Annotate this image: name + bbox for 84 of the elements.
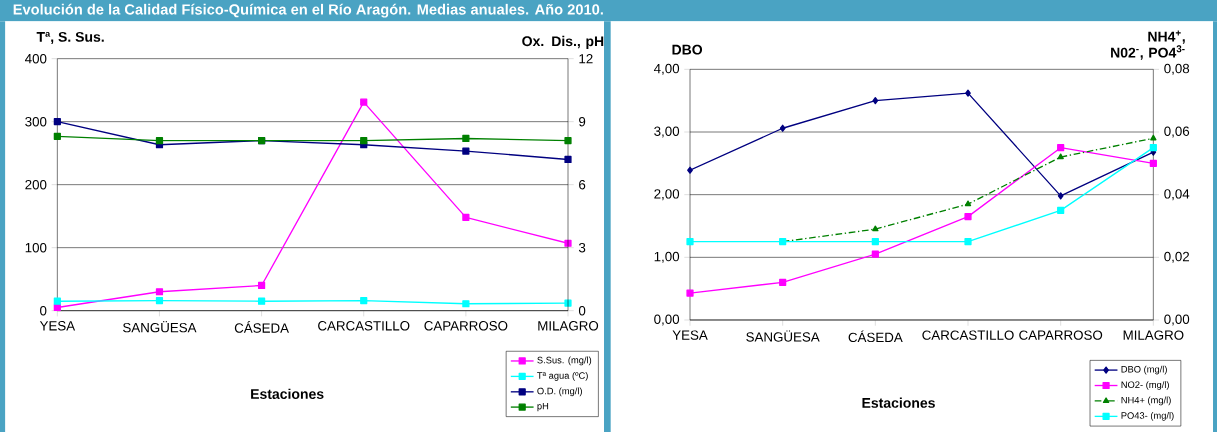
x-axis-title: Estaciones (862, 397, 935, 408)
point (53, 297, 61, 305)
y2-tick-label: 0,00 (1164, 314, 1190, 326)
y2-tick-label: 12 (579, 54, 593, 64)
x-tick-label: MILAGRO (538, 321, 599, 331)
x-tick-label: SANGÜESA (746, 330, 820, 342)
point (53, 118, 61, 126)
point (964, 200, 972, 207)
point (1057, 144, 1065, 152)
text: NH4$^{+}$, N02$^{-}$, PO4$^{3-}$ (1111, 30, 1185, 60)
y-axis-title: DBO (672, 44, 703, 55)
point (462, 300, 470, 308)
y-tick-label: 400 (25, 53, 47, 64)
point (871, 250, 879, 258)
x-tick-label: CARCASTILLO (318, 321, 410, 331)
y2-tick-label: 3 (578, 242, 586, 253)
point (360, 98, 368, 106)
x-axis-title: Estaciones (251, 388, 324, 399)
point (965, 89, 971, 97)
y-tick-label: 200 (25, 179, 47, 190)
point (779, 278, 787, 287)
legend-label: PO43- (mg/l) (1121, 412, 1174, 421)
legend-label: NH4+ (mg/l) (1121, 396, 1171, 406)
y-tick-label: 0,00 (654, 314, 680, 326)
point (53, 132, 61, 140)
y-tick-label: 300 (25, 116, 47, 127)
legend-label: NO2- (mg/l) (1121, 381, 1169, 390)
point (872, 225, 879, 232)
point (155, 288, 164, 296)
x-tick-label: CAPARROSO (1019, 330, 1103, 340)
y2-tick-label: 0,08 (1164, 63, 1190, 75)
y-tick-label: 0 (40, 305, 47, 316)
point (871, 238, 879, 246)
legend-label: O.D. (mg/l) (537, 387, 582, 397)
x-tick-label: CAPARROSO (424, 321, 508, 331)
point (155, 136, 164, 145)
point (1149, 159, 1157, 167)
point (258, 281, 266, 290)
x-tick-label: YESA (39, 321, 76, 331)
legend-label: S.Sus. (mg/l) (537, 356, 592, 366)
point (686, 289, 694, 297)
y-tick-label: 3,00 (654, 126, 680, 138)
point (462, 213, 470, 222)
point (462, 134, 470, 143)
y2-axis-title: Ox. Dis., pH (522, 35, 604, 49)
y-tick-label: 2,00 (654, 189, 680, 201)
point (564, 155, 572, 164)
y2-tick-label: 6 (579, 179, 586, 190)
point (964, 238, 972, 246)
point (687, 166, 693, 174)
point (462, 147, 470, 155)
point (1057, 153, 1064, 160)
y2-tick-label: 0,06 (1164, 126, 1190, 138)
point (686, 238, 694, 246)
y2-tick-label: 9 (579, 116, 586, 127)
chart-title: Evolución de la Calidad Físico-Química en el Río Aragón. Medias anuales. Año 2010. (13, 3, 603, 18)
point (1150, 134, 1157, 141)
y2-tick-label: 0,02 (1164, 251, 1190, 263)
point (564, 136, 572, 145)
legend-label: DBO (mg/l) (1121, 365, 1167, 375)
x-tick-label: CÁSEDA (848, 330, 903, 343)
x-tick-label: SANGÜESA (123, 321, 197, 333)
point (155, 296, 164, 305)
point (964, 213, 972, 221)
point (360, 296, 368, 305)
y2-tick-label: 0,04 (1164, 189, 1190, 201)
y2-tick-label: 0 (578, 305, 586, 316)
y-tick-label: 4,00 (653, 63, 680, 75)
y-tick-label: 1,00 (654, 251, 680, 263)
point (872, 97, 879, 105)
point (779, 124, 786, 132)
x-tick-label: MILAGRO (1123, 330, 1184, 340)
y-tick-label: 100 (25, 242, 47, 253)
x-tick-label: YESA (672, 330, 708, 340)
point (258, 297, 266, 305)
x-tick-label: CARCASTILLO (922, 330, 1014, 340)
legend-label: Tª agua (ºC) (537, 372, 588, 381)
y-axis-title: Tª, S. Sus. (36, 31, 104, 44)
point (1149, 144, 1157, 152)
point (360, 136, 368, 145)
point (1057, 192, 1064, 200)
x-tick-label: CÁSEDA (234, 321, 289, 333)
legend-label: pH (537, 402, 549, 412)
point (1057, 206, 1065, 214)
